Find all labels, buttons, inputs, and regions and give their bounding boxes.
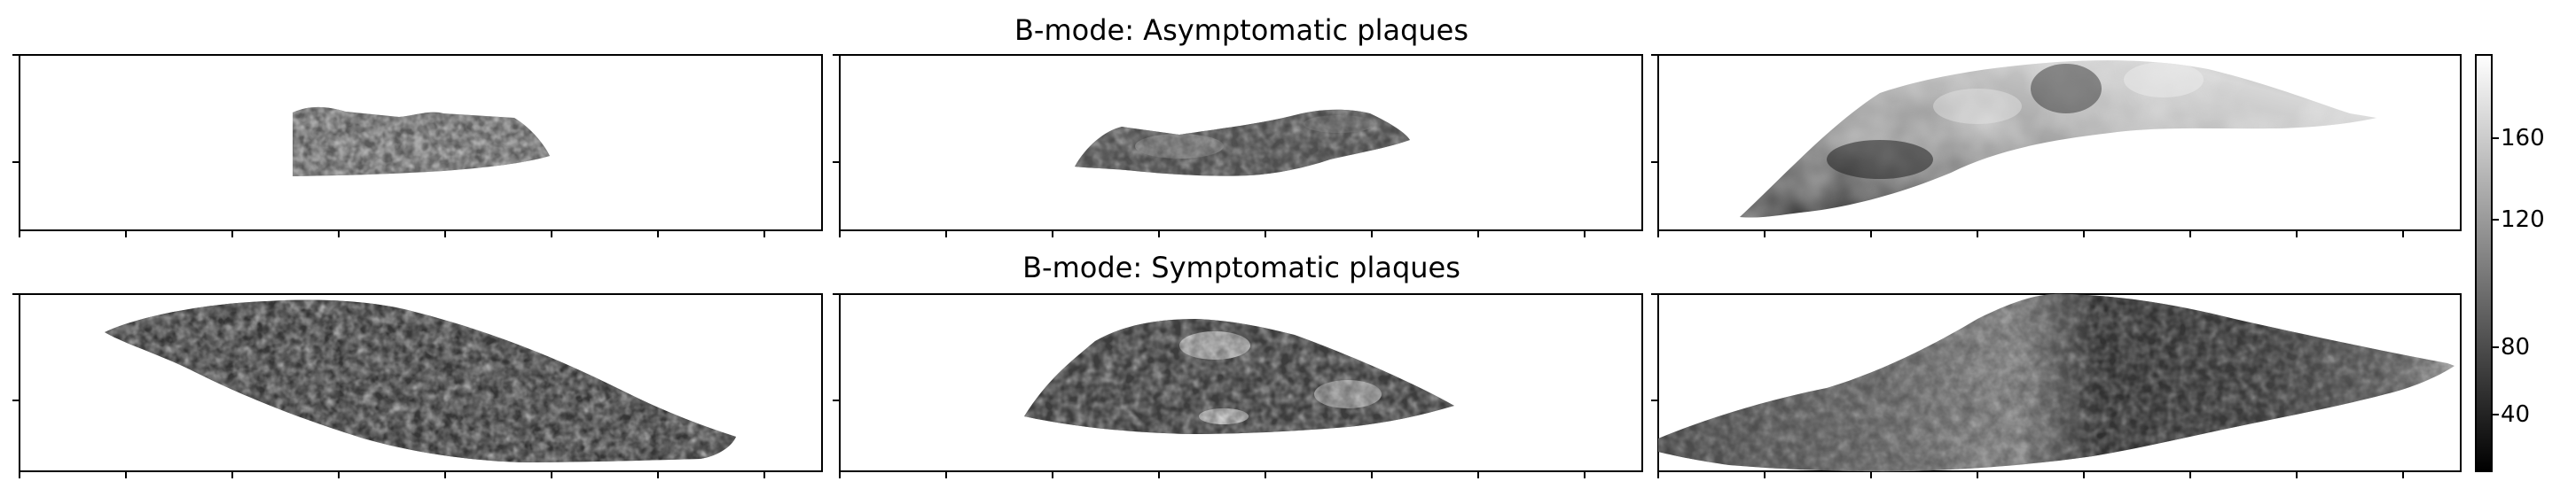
panel-frame-a1 xyxy=(19,54,823,231)
plaque-image-s2 xyxy=(1024,319,1454,434)
row-title-symptomatic: B-mode: Symptomatic plaques xyxy=(1022,251,1460,284)
colorbar-tick-label: 160 xyxy=(2501,125,2545,151)
colorbar xyxy=(2475,54,2493,472)
plaque-image-a3 xyxy=(1740,60,2376,218)
axis-ticks xyxy=(12,54,2499,478)
panel-frame-a2 xyxy=(839,54,1643,231)
plaque-image-s1 xyxy=(105,299,736,462)
plaque-image-a1 xyxy=(293,106,550,176)
colorbar-tick-label: 40 xyxy=(2501,401,2531,428)
plaque-image-s3 xyxy=(1658,293,2455,472)
bottom-ticks-top-row xyxy=(19,230,2404,237)
panel-frame-a3 xyxy=(1657,54,2462,231)
colorbar-tick-label: 120 xyxy=(2501,206,2545,233)
row-title-asymptomatic: B-mode: Asymptomatic plaques xyxy=(1014,13,1469,47)
plaque-image-a2 xyxy=(1075,109,1410,176)
panel-frame-s1 xyxy=(19,293,823,472)
bottom-ticks-bottom-row xyxy=(19,471,2404,478)
colorbar-tick-label: 80 xyxy=(2501,334,2531,361)
panel-frame-s2 xyxy=(839,293,1643,472)
